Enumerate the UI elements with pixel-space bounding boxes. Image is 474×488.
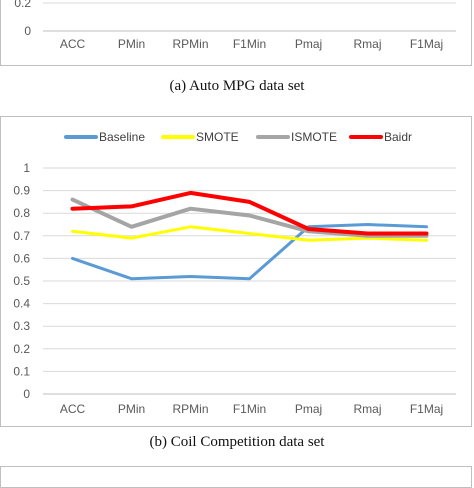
top-chart-panel: 0 0.2 ACC PMin RPMin F1Min Pmaj Rmaj F1Maj xyxy=(0,0,472,66)
top-x-tick-label: Pmaj xyxy=(295,37,322,51)
x-tick-label: F1Min xyxy=(233,402,266,416)
legend-label-ismote: ISMOTE xyxy=(291,130,337,144)
x-tick-label: F1Maj xyxy=(410,402,443,416)
y-tick-label: 1 xyxy=(23,161,30,175)
x-tick-label: Pmaj xyxy=(295,402,322,416)
y-tick-label: 0 xyxy=(23,387,30,401)
top-x-tick-label: ACC xyxy=(60,37,86,51)
top-x-tick-label: F1Maj xyxy=(410,37,443,51)
top-x-tick-label: RPMin xyxy=(172,37,208,51)
top-x-tick-label: PMin xyxy=(118,37,145,51)
top-y-tick-label: 0.2 xyxy=(14,0,31,10)
top-chart-svg: 0 0.2 ACC PMin RPMin F1Min Pmaj Rmaj F1Maj xyxy=(14,0,456,51)
top-chart-caption: (a) Auto MPG data set xyxy=(169,78,305,94)
main-chart-panel: 0 0.1 0.2 0.3 0.4 0.5 0.6 0.7 0.8 0.9 1 ACC PMin RPMi… xyxy=(0,116,472,427)
legend-label-smote: SMOTE xyxy=(196,130,239,144)
y-tick-label: 0.5 xyxy=(13,274,30,288)
x-tick-label: PMin xyxy=(118,402,145,416)
y-tick-label: 0.2 xyxy=(13,342,30,356)
top-x-tick-label: F1Min xyxy=(233,37,266,51)
y-tick-label: 0.3 xyxy=(13,319,30,333)
next-panel-edge xyxy=(0,466,472,488)
x-tick-label: RPMin xyxy=(172,402,208,416)
legend-label-baseline: Baseline xyxy=(99,130,145,144)
y-tick-label: 0.8 xyxy=(13,206,30,220)
y-tick-label: 0.6 xyxy=(13,251,30,265)
x-tick-label: ACC xyxy=(60,402,86,416)
y-tick-label: 0.4 xyxy=(13,297,30,311)
series-line-baidr xyxy=(70,190,429,236)
y-tick-label: 0.1 xyxy=(13,364,30,378)
top-y-tick-label: 0 xyxy=(24,24,31,38)
main-chart-caption: (b) Coil Competition data set xyxy=(149,434,325,450)
x-tick-label: Rmaj xyxy=(353,402,381,416)
series-line-baseline xyxy=(71,223,428,281)
top-x-tick-label: Rmaj xyxy=(353,37,381,51)
y-tick-label: 0.9 xyxy=(13,184,30,198)
series-line-ismote xyxy=(70,197,429,238)
y-tick-label: 0.7 xyxy=(13,229,30,243)
main-chart-svg: 0 0.1 0.2 0.3 0.4 0.5 0.6 0.7 0.8 0.9 1 ACC PMin RPMi… xyxy=(13,130,456,416)
series-line-smote xyxy=(71,225,428,242)
legend-label-baidr: Baidr xyxy=(384,130,412,144)
